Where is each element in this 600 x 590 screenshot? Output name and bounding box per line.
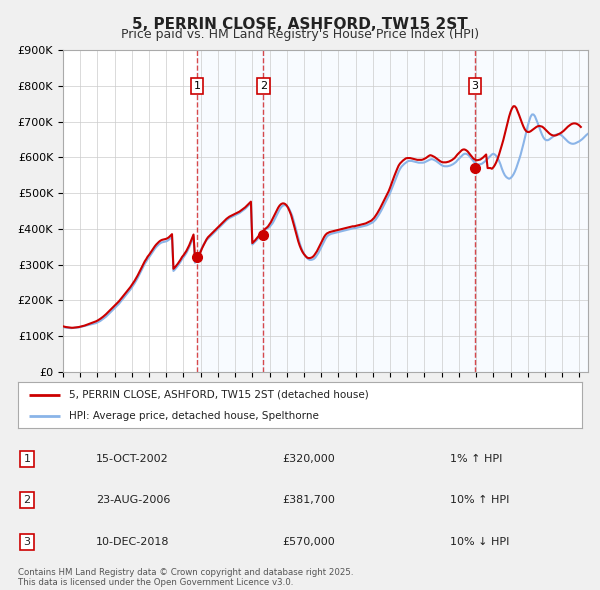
Text: 2: 2 [23, 495, 31, 504]
Bar [475, 50, 588, 372]
Text: 10% ↑ HPI: 10% ↑ HPI [450, 495, 509, 504]
Text: 1: 1 [23, 454, 31, 464]
Text: 1% ↑ HPI: 1% ↑ HPI [450, 454, 502, 464]
Text: 2: 2 [260, 81, 267, 91]
Text: 23-AUG-2006: 23-AUG-2006 [96, 495, 170, 504]
Text: 3: 3 [23, 537, 31, 546]
Text: £570,000: £570,000 [282, 537, 335, 546]
Text: 5, PERRIN CLOSE, ASHFORD, TW15 2ST: 5, PERRIN CLOSE, ASHFORD, TW15 2ST [132, 17, 468, 31]
Text: 3: 3 [472, 81, 479, 91]
Text: £381,700: £381,700 [282, 495, 335, 504]
Text: 1: 1 [194, 81, 200, 91]
Text: 15-OCT-2002: 15-OCT-2002 [96, 454, 169, 464]
Text: 10% ↓ HPI: 10% ↓ HPI [450, 537, 509, 546]
Text: HPI: Average price, detached house, Spelthorne: HPI: Average price, detached house, Spel… [69, 411, 319, 421]
Text: £320,000: £320,000 [282, 454, 335, 464]
Text: Price paid vs. HM Land Registry's House Price Index (HPI): Price paid vs. HM Land Registry's House … [121, 28, 479, 41]
Bar [197, 50, 263, 372]
Text: 5, PERRIN CLOSE, ASHFORD, TW15 2ST (detached house): 5, PERRIN CLOSE, ASHFORD, TW15 2ST (deta… [69, 389, 368, 399]
Text: 10-DEC-2018: 10-DEC-2018 [96, 537, 170, 546]
Bar [263, 50, 475, 372]
Text: Contains HM Land Registry data © Crown copyright and database right 2025.
This d: Contains HM Land Registry data © Crown c… [18, 568, 353, 587]
